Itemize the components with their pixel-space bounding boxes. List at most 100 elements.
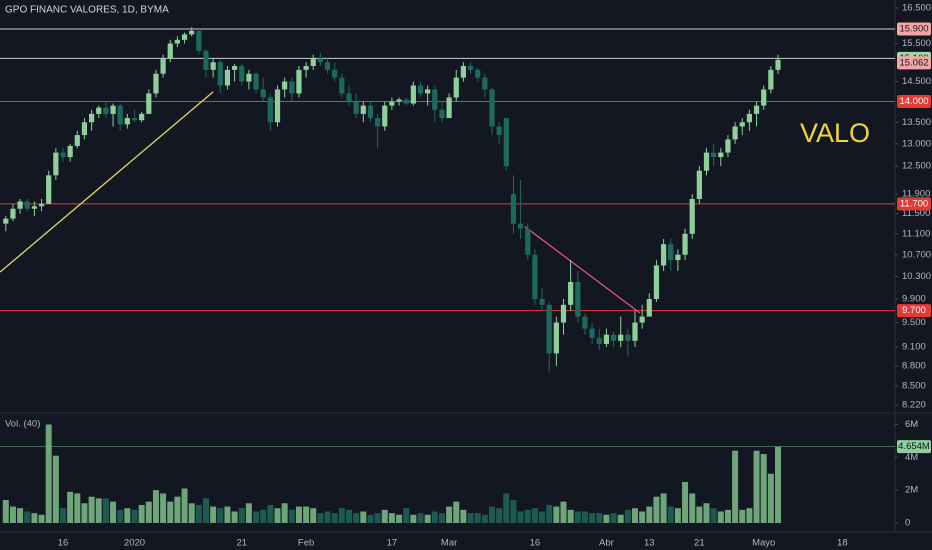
candle-body: [74, 135, 80, 146]
candle-body: [339, 77, 345, 94]
volume-bar: [467, 513, 474, 523]
candle-body: [239, 66, 245, 82]
candle-body: [703, 152, 710, 171]
volume-bar: [753, 450, 760, 523]
candle-body: [110, 105, 116, 114]
volume-bar: [596, 513, 603, 523]
volume-bar: [667, 506, 674, 523]
candle-body: [539, 299, 545, 305]
candle-body: [653, 265, 660, 300]
candle-body: [260, 89, 266, 98]
candle-body: [289, 81, 295, 94]
candle-body: [353, 101, 359, 114]
volume-bar: [574, 511, 581, 523]
volume-bar: [288, 509, 295, 523]
volume-bar: [188, 503, 195, 523]
level-label: 11.700: [900, 198, 928, 209]
volume-bar: [553, 506, 560, 523]
y-tick-label: 12.500: [902, 161, 931, 172]
candle-body: [317, 58, 323, 63]
level-label-box: [897, 22, 931, 36]
candle-body: [682, 233, 688, 255]
candle-body: [232, 66, 238, 70]
chart-title: GPO FINANC VALORES, 1D, BYMA: [5, 5, 169, 16]
candle-body: [596, 337, 602, 344]
candle-body: [403, 99, 409, 104]
volume-bar: [696, 506, 703, 523]
candle-body: [160, 58, 166, 74]
candle-body: [417, 85, 424, 94]
volume-bar: [646, 506, 653, 523]
x-tick-label: Feb: [298, 538, 314, 549]
volume-bar: [653, 496, 660, 523]
volume-bar: [682, 481, 689, 523]
volume-bar: [238, 508, 245, 523]
candle-body: [203, 50, 209, 70]
candle-body: [632, 322, 638, 341]
candle-body: [725, 139, 731, 153]
candle-body: [267, 97, 273, 123]
volume-bar: [367, 514, 374, 523]
y-tick-label: 11.100: [902, 228, 930, 239]
candle-body: [181, 34, 188, 40]
candle-body: [746, 113, 752, 123]
candle-body: [582, 316, 588, 329]
volume-bar: [24, 511, 31, 523]
volume-bar: [760, 454, 767, 523]
volume-bar: [403, 508, 410, 523]
level-label: 14.000: [899, 96, 928, 107]
volume-bar: [267, 504, 274, 523]
y-tick-label: 13.000: [902, 138, 931, 149]
trendline: [524, 226, 641, 314]
volume-bar: [231, 511, 238, 523]
volume-bar: [210, 506, 217, 523]
volume-bar: [95, 498, 102, 523]
candle-body: [396, 99, 402, 102]
candle-body: [589, 328, 595, 338]
volume-bar: [31, 513, 38, 523]
level-label-box: [897, 95, 931, 109]
candle-body: [89, 113, 95, 123]
volume-bar: [295, 506, 302, 523]
volume-bar: [203, 498, 209, 523]
x-tick-label: 18: [837, 538, 848, 549]
candle-body: [696, 170, 702, 199]
volume-bar: [2, 499, 9, 523]
candle-body: [560, 304, 567, 323]
candle-body: [360, 105, 366, 114]
volume-bar: [767, 473, 774, 523]
candle-body: [310, 58, 316, 67]
candle-body: [775, 59, 781, 70]
volume-bar: [303, 506, 310, 523]
candle-body: [625, 334, 631, 341]
candle-body: [768, 69, 774, 90]
volume-bar: [703, 503, 710, 523]
volume-bar: [160, 493, 167, 523]
candle-body: [189, 30, 195, 35]
candle-body: [610, 334, 617, 341]
volume-tick-label: 4M: [905, 452, 918, 463]
candle-body: [532, 254, 538, 300]
volume-bar: [510, 499, 517, 523]
volume-bar: [453, 501, 460, 523]
candle-body: [139, 113, 145, 121]
volume-bar: [639, 511, 646, 523]
candle-body: [603, 334, 609, 344]
candle-body: [10, 208, 16, 219]
candle-body: [675, 254, 681, 261]
candle-body: [639, 316, 645, 323]
volume-bar: [81, 503, 88, 523]
candle-body: [332, 69, 338, 78]
candle-body: [224, 69, 231, 86]
candle-body: [167, 43, 173, 59]
volume-bar: [117, 509, 124, 523]
y-tick-label: 13.500: [902, 117, 931, 128]
y-tick-label: 9.900: [902, 294, 926, 305]
volume-bar: [331, 513, 338, 523]
last-price-label: 15.062: [899, 57, 928, 68]
candle-body: [689, 198, 695, 234]
volume-bar: [195, 504, 202, 523]
candle-body: [510, 194, 517, 224]
